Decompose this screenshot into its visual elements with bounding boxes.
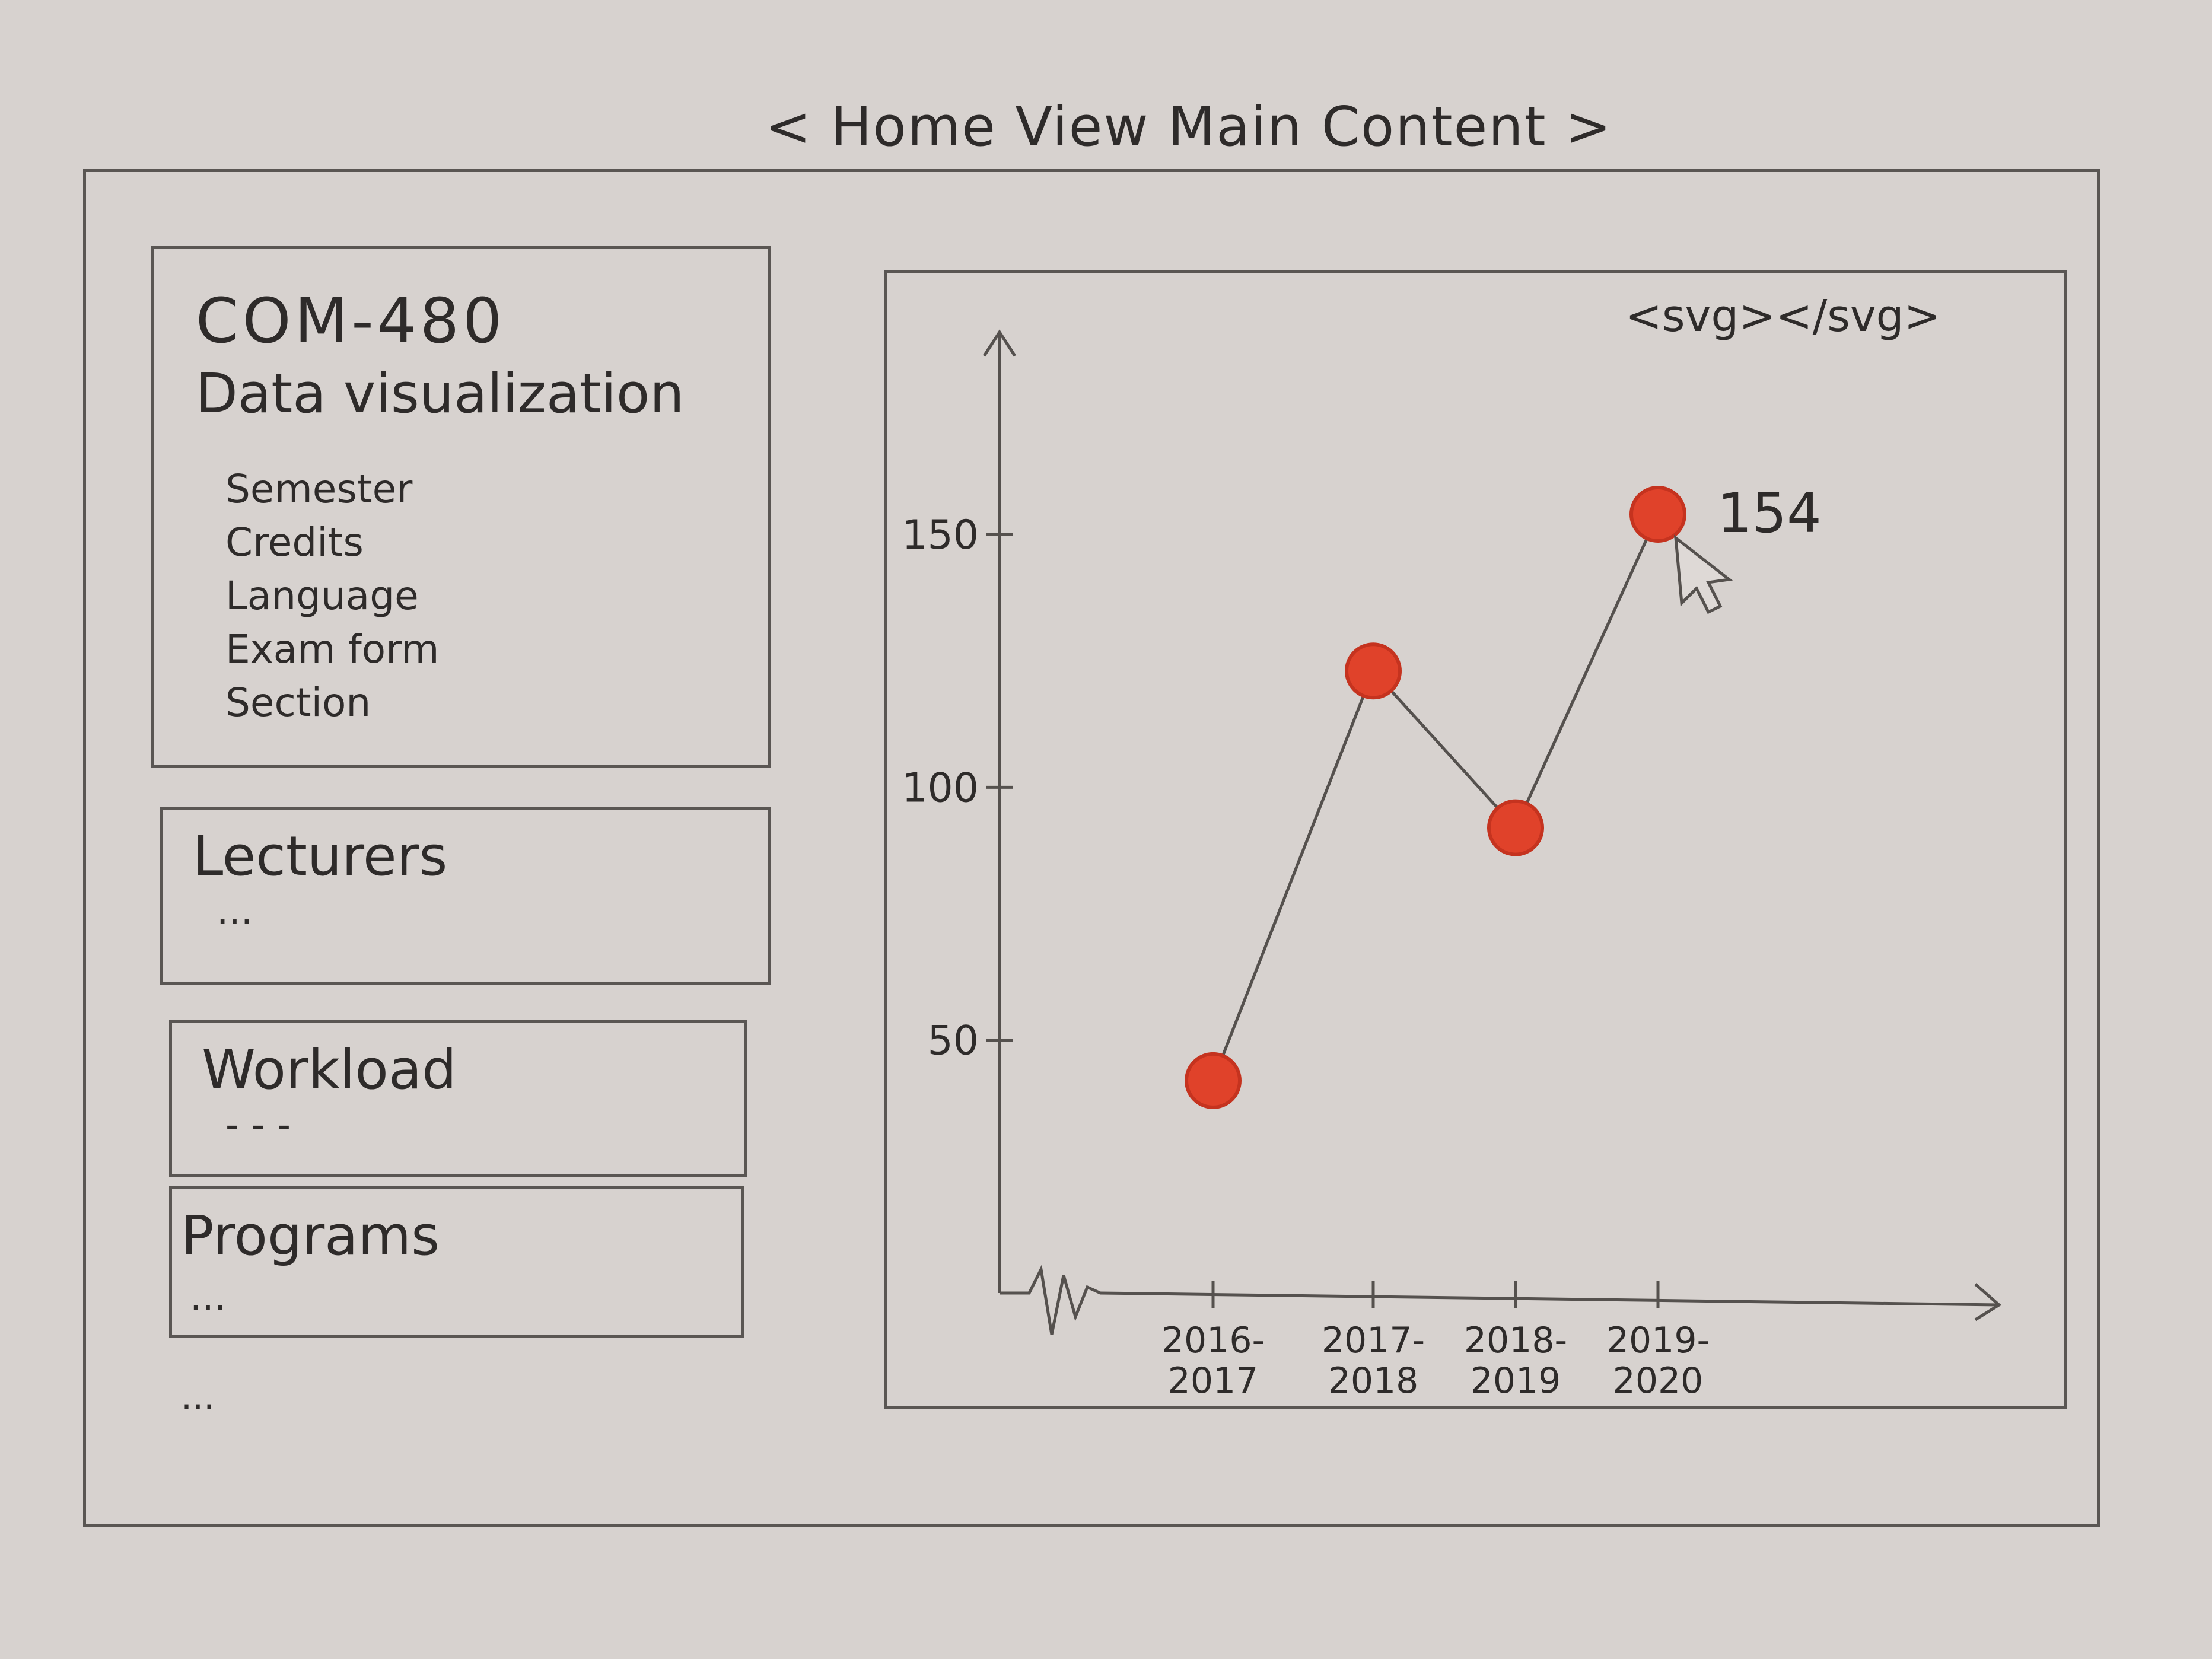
lecturers-more: ... [217,890,253,934]
course-name: Data visualization [196,362,685,425]
svg-tag-label: <svg></svg> [1625,291,1941,342]
cursor-pointer-icon [1673,534,1733,614]
chart-panel [884,270,2067,1409]
y-axis-arrow [982,329,1017,357]
course-field-exam-form: Exam form [225,626,440,672]
x-tick-label: 2016-2017 [1161,1320,1265,1402]
y-tick-label: 100 [902,765,979,811]
data-point [1629,485,1686,543]
x-axis [1100,1291,2000,1307]
programs-title: Programs [181,1204,440,1268]
x-axis-break [1000,1264,1102,1335]
y-tick-label: 50 [927,1018,979,1065]
page-title: < Home View Main Content > [765,95,1612,158]
more-sections-ellipsis: ... [181,1376,215,1418]
course-fields-list: Semester Credits Language Exam form Sect… [225,463,439,730]
data-point [1487,799,1544,856]
data-point-value-label: 154 [1717,482,1822,545]
y-tick-label: 150 [902,512,979,559]
course-field-semester: Semester [225,466,413,512]
course-field-language: Language [225,573,419,619]
main-content-frame [83,169,2100,1527]
workload-card[interactable]: Workload - - - [169,1020,747,1177]
x-axis-arrow [1974,1283,2002,1322]
programs-card[interactable]: Programs ... [169,1186,744,1338]
lecturers-title: Lecturers [193,824,448,888]
course-code: COM-480 [196,285,506,357]
programs-more: ... [190,1275,227,1319]
x-tick-label: 2017-2018 [1322,1320,1425,1402]
data-point [1185,1052,1242,1109]
workload-title: Workload [202,1038,457,1101]
workload-more: - - - [225,1103,291,1147]
data-point [1345,642,1402,700]
series-line [1211,513,1660,1081]
lecturers-card[interactable]: Lecturers ... [160,807,771,985]
x-tick-label: 2019-2020 [1606,1320,1710,1402]
course-field-section: Section [225,680,371,725]
course-field-credits: Credits [225,520,364,565]
x-tick-label: 2018-2019 [1464,1320,1567,1402]
course-info-card: COM-480 Data visualization Semester Cred… [151,246,771,768]
